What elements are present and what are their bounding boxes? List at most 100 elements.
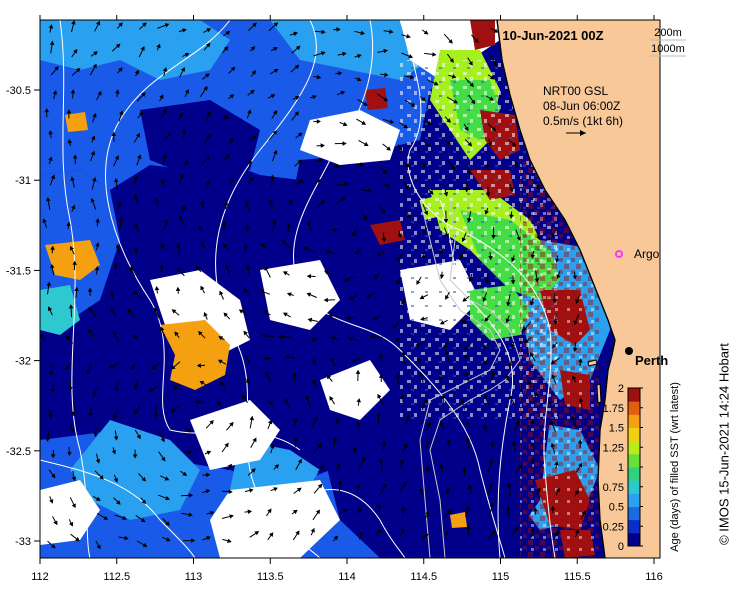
current-arrow [138, 46, 145, 58]
sst-region-lightblue-north [40, 20, 230, 80]
current-arrow [423, 141, 430, 147]
current-arrow [158, 451, 166, 462]
current-arrow [448, 74, 457, 79]
current-arrow [337, 480, 343, 493]
current-arrow [263, 310, 271, 316]
current-arrow [485, 161, 490, 169]
current-arrow [312, 379, 318, 388]
current-arrow [462, 295, 470, 302]
current-arrow [228, 94, 235, 100]
current-arrow [171, 361, 181, 370]
current-arrow [379, 205, 385, 214]
current-arrow [465, 436, 471, 450]
current-arrow [463, 123, 469, 132]
current-arrow [289, 31, 298, 37]
current-arrow [339, 121, 348, 127]
current-arrow [225, 264, 231, 276]
current-arrow [307, 220, 312, 231]
current-arrow [354, 30, 366, 36]
current-arrow [443, 339, 450, 350]
current-arrow [161, 536, 171, 542]
x-tick-label: 113 [185, 571, 203, 583]
current-arrow [314, 29, 326, 35]
current-arrow [171, 405, 179, 413]
current-arrow [47, 306, 53, 316]
current-arrow [484, 314, 491, 322]
current-arrow [163, 219, 169, 230]
current-arrow [325, 249, 337, 255]
current-arrow [228, 178, 234, 187]
current-arrow [332, 535, 339, 542]
current-arrow [326, 374, 333, 382]
current-arrow [468, 273, 473, 283]
current-arrow [394, 337, 402, 342]
current-arrow [94, 470, 104, 480]
current-arrow [513, 420, 520, 432]
credit-strip: © IMOS 15-Jun-2021 14:24 Hobart [709, 0, 739, 592]
current-arrow [118, 535, 129, 541]
current-arrow [248, 176, 255, 184]
current-arrow [133, 175, 138, 185]
current-arrow [181, 512, 193, 517]
current-arrow [526, 208, 531, 220]
current-arrow [443, 186, 449, 197]
current-arrow [309, 94, 317, 100]
current-arrow [355, 369, 361, 382]
current-arrow [49, 496, 54, 504]
colorbar-tick-label: 1.75 [603, 403, 624, 415]
current-arrow [311, 416, 318, 428]
current-arrow [48, 469, 56, 479]
current-arrow [314, 179, 322, 185]
current-arrow [487, 138, 493, 147]
current-arrow [358, 456, 366, 469]
current-arrow [401, 298, 406, 305]
current-arrow [305, 395, 311, 408]
current-arrow [158, 494, 170, 501]
current-arrow [354, 53, 362, 59]
perth-label: Perth [635, 353, 668, 368]
current-arrow [359, 188, 372, 193]
current-arrow [200, 156, 211, 166]
current-arrow [162, 67, 168, 77]
current-arrow [243, 243, 248, 253]
current-arrow [50, 245, 55, 254]
current-arrow [202, 472, 211, 478]
current-time-label: 08-Jun 06:00Z [543, 99, 620, 113]
current-arrow [536, 231, 541, 241]
current-arrow [377, 48, 388, 54]
colorbar-tick-label: 0.25 [603, 521, 624, 533]
current-arrow [206, 510, 215, 516]
current-arrow [415, 340, 426, 347]
current-arrow [160, 475, 170, 481]
current-arrow [355, 483, 361, 495]
current-arrow [509, 211, 514, 219]
current-arrow [171, 309, 180, 316]
land-australia [497, 20, 660, 558]
current-arrow [395, 373, 400, 385]
current-arrow [48, 156, 53, 165]
current-arrow [578, 397, 584, 408]
current-arrow [400, 393, 405, 403]
current-arrow [70, 89, 76, 99]
current-arrow [294, 159, 303, 167]
current-arrow [201, 489, 211, 494]
current-arrow [510, 341, 516, 349]
current-arrow [178, 28, 187, 33]
current-arrow [573, 314, 580, 326]
current-arrow [71, 471, 77, 482]
x-tick-label: 112.5 [103, 571, 130, 583]
current-arrow [219, 290, 224, 300]
current-arrow [203, 134, 211, 145]
current-arrow [572, 375, 577, 383]
current-arrow [118, 110, 124, 122]
current-arrow [68, 304, 74, 318]
current-arrow [282, 271, 290, 276]
y-tick-label: -33 [15, 536, 31, 548]
current-arrow [530, 352, 536, 362]
x-tick-label: 114.5 [410, 571, 437, 583]
current-arrow [425, 439, 431, 449]
current-arrow [281, 240, 291, 249]
current-arrow [399, 121, 409, 129]
current-arrow [130, 364, 137, 370]
current-arrow [136, 92, 146, 102]
